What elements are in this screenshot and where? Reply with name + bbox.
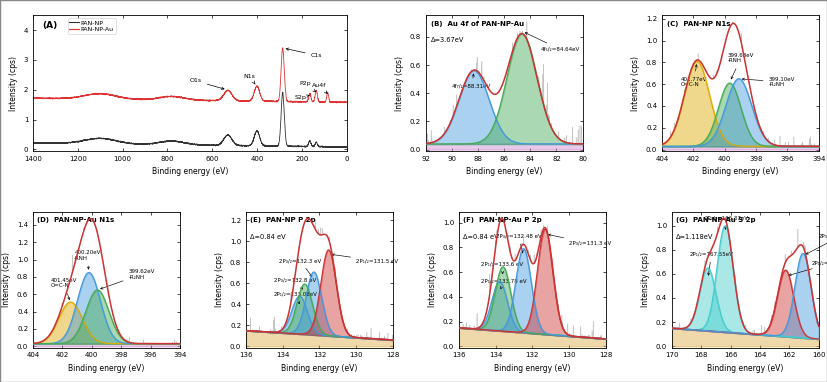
Text: Δ=1.118eV: Δ=1.118eV [676, 234, 714, 240]
Text: Au4f: Au4f [312, 83, 327, 94]
Text: N1s: N1s [243, 74, 256, 84]
Text: 2P₃/₂=132.48 eV: 2P₃/₂=132.48 eV [495, 233, 542, 253]
X-axis label: Binding energy (eV): Binding energy (eV) [702, 167, 778, 176]
Legend: PAN-NP, PAN-NP-Au: PAN-NP, PAN-NP-Au [68, 18, 116, 34]
Text: 2P₁/₂=162.25eV: 2P₁/₂=162.25eV [789, 260, 827, 276]
Text: Δ=0.84 eV: Δ=0.84 eV [251, 234, 286, 240]
Text: O1s: O1s [189, 78, 224, 89]
Y-axis label: Intensity (cps): Intensity (cps) [395, 56, 404, 111]
Text: 2P₁/₂=133.08eV: 2P₁/₂=133.08eV [274, 292, 318, 304]
Text: 4f₇/₂=88.31eV: 4f₇/₂=88.31eV [452, 74, 491, 89]
X-axis label: Binding energy (eV): Binding energy (eV) [151, 167, 228, 176]
Text: 2P₃/₂=131.3 eV: 2P₃/₂=131.3 eV [548, 234, 611, 246]
Text: (E)  PAN-NP P 2p: (E) PAN-NP P 2p [251, 217, 316, 223]
Text: 400.20eV
-RNH: 400.20eV -RNH [74, 250, 101, 269]
Text: P2p: P2p [299, 81, 316, 92]
X-axis label: Binding energy (eV): Binding energy (eV) [466, 167, 543, 176]
Text: 2P₃/₂=166.37eV: 2P₃/₂=166.37eV [704, 215, 748, 229]
Text: 399.68eV
-RNH: 399.68eV -RNH [728, 53, 754, 79]
Y-axis label: Intensity (cps): Intensity (cps) [428, 252, 437, 307]
Text: Δ=0.84 eV: Δ=0.84 eV [463, 234, 499, 240]
Text: 2P₃/₂=132.8 eV: 2P₃/₂=132.8 eV [274, 277, 316, 289]
X-axis label: Binding energy (eV): Binding energy (eV) [281, 364, 357, 373]
Text: 4f₅/₂=84.64eV: 4f₅/₂=84.64eV [525, 32, 580, 52]
Text: (G)  PAN-NP-Au S 2p: (G) PAN-NP-Au S 2p [676, 217, 756, 223]
Text: 2P₃/₂=161.07eV: 2P₃/₂=161.07eV [806, 234, 827, 254]
Text: (D)  PAN-NP-Au N1s: (D) PAN-NP-Au N1s [37, 217, 115, 223]
Y-axis label: Intensity (cps): Intensity (cps) [641, 252, 650, 307]
Text: 2P₁/₂=133.6 eV: 2P₁/₂=133.6 eV [481, 262, 523, 274]
Text: 2P₁/₂=133.78 eV: 2P₁/₂=133.78 eV [481, 278, 527, 289]
Y-axis label: Intensity (cps): Intensity (cps) [2, 252, 12, 307]
Text: (F)  PAN-NP-Au P 2p: (F) PAN-NP-Au P 2p [463, 217, 543, 223]
Text: 401.45eV
O=C-N: 401.45eV O=C-N [50, 278, 77, 299]
Text: 399.10eV
-R₂NH: 399.10eV -R₂NH [743, 76, 795, 87]
Text: 401.77eV
O=C-N: 401.77eV O=C-N [681, 65, 707, 87]
X-axis label: Binding energy (eV): Binding energy (eV) [495, 364, 571, 373]
Text: S2p: S2p [295, 95, 309, 100]
Text: (A): (A) [42, 21, 58, 30]
Text: 2P₁/₂=167.55eV: 2P₁/₂=167.55eV [690, 252, 734, 275]
Y-axis label: Intensity (cps): Intensity (cps) [9, 56, 18, 111]
Y-axis label: Intensity (cps): Intensity (cps) [631, 56, 640, 111]
Y-axis label: Intensity (cps): Intensity (cps) [215, 252, 224, 307]
Text: 2P₃/₂=132.3 eV: 2P₃/₂=132.3 eV [279, 258, 322, 277]
Text: 399.62eV
-R₂NH: 399.62eV -R₂NH [101, 269, 155, 289]
Text: Δ=3.67eV: Δ=3.67eV [431, 37, 464, 43]
Text: (B)  Au 4f of PAN-NP-Au: (B) Au 4f of PAN-NP-Au [431, 21, 523, 27]
Text: C1s: C1s [286, 48, 323, 58]
Text: 2P₁/₂=131.5 eV: 2P₁/₂=131.5 eV [332, 254, 399, 263]
X-axis label: Binding energy (eV): Binding energy (eV) [69, 364, 145, 373]
X-axis label: Binding energy (eV): Binding energy (eV) [707, 364, 783, 373]
Text: (C)  PAN-NP N1s: (C) PAN-NP N1s [667, 21, 730, 27]
